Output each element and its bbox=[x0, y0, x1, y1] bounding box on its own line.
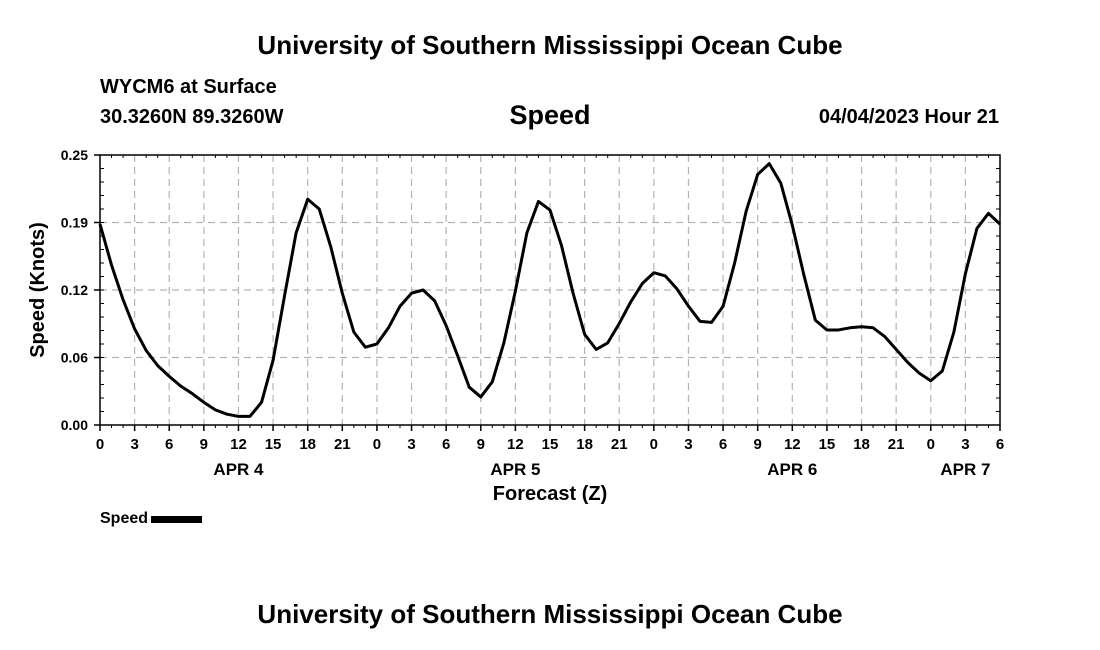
x-tick-label: 12 bbox=[230, 436, 247, 453]
x-tick-label: 21 bbox=[888, 436, 905, 453]
y-tick-labels: 0.00 0.06 0.12 0.19 0.25 bbox=[61, 147, 88, 433]
x-tick-label: 6 bbox=[165, 436, 173, 453]
x-tick-label: 0 bbox=[927, 436, 935, 453]
legend: Speed bbox=[100, 510, 203, 528]
x-tick-label: 3 bbox=[130, 436, 138, 453]
x-axis-label: Forecast (Z) bbox=[493, 483, 607, 505]
legend-label: Speed bbox=[100, 510, 149, 527]
day-label: APR 4 bbox=[213, 460, 264, 479]
speed-series-line bbox=[98, 162, 1002, 418]
x-tick-label: 12 bbox=[507, 436, 524, 453]
y-tick-label: 0.25 bbox=[61, 147, 88, 163]
x-tick-label: 9 bbox=[477, 436, 485, 453]
x-tick-label: 15 bbox=[265, 436, 282, 453]
x-tick-label: 18 bbox=[853, 436, 870, 453]
footer-title: University of Southern Mississippi Ocean… bbox=[257, 599, 843, 629]
x-tick-label: 0 bbox=[373, 436, 381, 453]
y-tick-label: 0.19 bbox=[61, 215, 88, 231]
x-tick-label: 12 bbox=[784, 436, 801, 453]
day-label: APR 6 bbox=[767, 460, 817, 479]
y-tick-label: 0.12 bbox=[61, 282, 88, 298]
x-tick-label: 0 bbox=[650, 436, 658, 453]
day-label: APR 7 bbox=[940, 460, 990, 479]
day-label: APR 5 bbox=[490, 460, 540, 479]
chart-title: Speed bbox=[509, 100, 591, 130]
legend-swatch bbox=[151, 515, 203, 523]
x-tick-label: 3 bbox=[684, 436, 692, 453]
x-tick-label: 0 bbox=[96, 436, 104, 453]
x-tick-label: 3 bbox=[961, 436, 969, 453]
page-title: University of Southern Mississippi Ocean… bbox=[257, 30, 843, 60]
day-labels: APR 4 APR 5 APR 6 APR 7 bbox=[213, 460, 990, 479]
axis-ticks bbox=[94, 154, 1001, 431]
x-tick-label: 15 bbox=[542, 436, 559, 453]
x-tick-label: 15 bbox=[819, 436, 836, 453]
grid bbox=[100, 155, 1000, 425]
x-tick-label: 3 bbox=[407, 436, 415, 453]
station-coordinates: 30.3260N 89.3260W bbox=[100, 106, 284, 128]
forecast-datetime: 04/04/2023 Hour 21 bbox=[818, 106, 999, 128]
x-tick-labels: 0 3 6 9 12 15 18 21 0 3 6 9 12 15 18 21 0 3 6 9 12 15 18 21 0 3 6 bbox=[96, 436, 1004, 453]
station-label: WYCM6 at Surface bbox=[100, 76, 277, 98]
x-tick-label: 18 bbox=[576, 436, 593, 453]
x-tick-label: 21 bbox=[334, 436, 351, 453]
x-tick-label: 18 bbox=[299, 436, 316, 453]
y-axis-label: Speed (Knots) bbox=[27, 222, 49, 358]
x-tick-label: 21 bbox=[611, 436, 628, 453]
x-tick-label: 9 bbox=[754, 436, 762, 453]
x-tick-label: 6 bbox=[442, 436, 450, 453]
x-tick-label: 6 bbox=[996, 436, 1004, 453]
y-tick-label: 0.06 bbox=[61, 350, 88, 366]
y-tick-label: 0.00 bbox=[61, 417, 88, 433]
x-tick-label: 6 bbox=[719, 436, 727, 453]
x-tick-label: 9 bbox=[200, 436, 208, 453]
